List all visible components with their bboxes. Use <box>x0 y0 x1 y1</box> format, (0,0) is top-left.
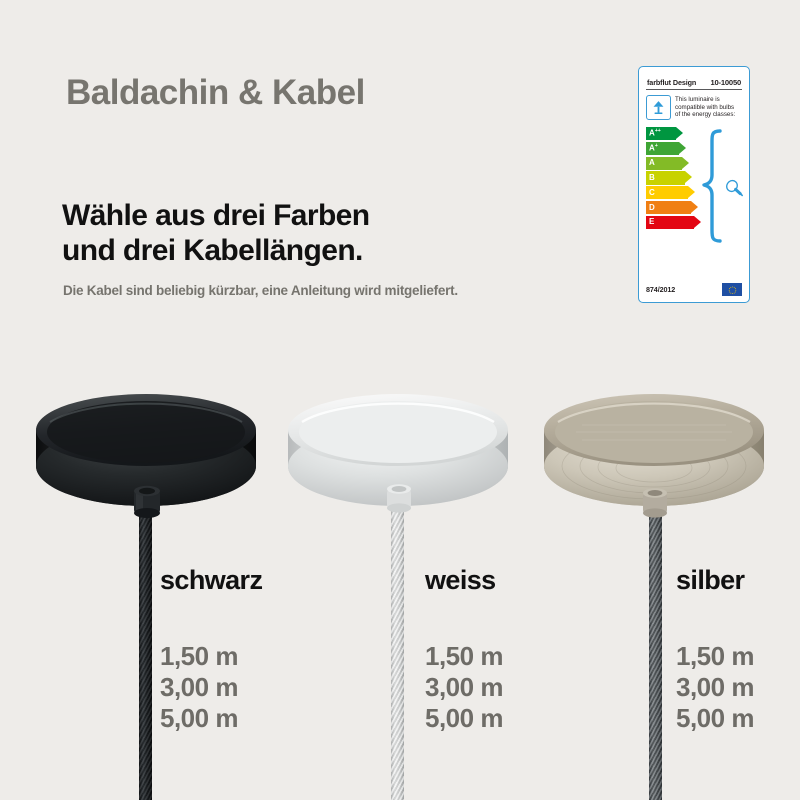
energy-class-arrow-icon <box>676 127 683 139</box>
energy-class-aplus: A+ <box>646 141 686 155</box>
cable-schwarz <box>139 470 152 800</box>
eu-flag-icon <box>722 283 742 296</box>
energy-class-label: A++ <box>649 128 661 138</box>
energy-label-footer: 874/2012 <box>646 283 742 296</box>
energy-classes-block: A++ A+ A B C D E <box>646 127 744 248</box>
curly-brace-icon <box>702 129 724 248</box>
compatibility-text: This luminaire is compatible with bulbs … <box>675 96 736 119</box>
energy-label-header: farbflut Design 10-10050 <box>646 74 742 90</box>
cable-lengths-silber: 1,50 m 3,00 m 5,00 m <box>676 641 754 733</box>
energy-class-d: D <box>646 200 698 215</box>
product-column-schwarz: schwarz 1,50 m 3,00 m 5,00 m <box>0 0 280 800</box>
page-title: Baldachin & Kabel <box>66 73 365 112</box>
table-lamp-icon <box>646 95 671 120</box>
cable-lengths-schwarz: 1,50 m 3,00 m 5,00 m <box>160 641 238 733</box>
ceiling-rose-silver <box>536 392 772 543</box>
energy-class-aplusplus: A++ <box>646 127 683 141</box>
energy-class-arrow-icon <box>685 171 692 184</box>
color-name-schwarz: schwarz <box>160 565 263 595</box>
energy-class-label: D <box>649 202 655 212</box>
energy-class-arrow-icon <box>691 200 698 213</box>
ceiling-rose-black <box>28 392 264 543</box>
energy-class-label: A <box>649 158 655 168</box>
light-bulb-icon <box>724 179 744 202</box>
energy-class-e: E <box>646 215 701 229</box>
ceiling-rose-white <box>280 392 516 543</box>
energy-class-label: E <box>649 217 655 227</box>
energy-class-a: A <box>646 156 689 170</box>
energy-class-arrow-icon <box>679 141 686 154</box>
energy-class-arrow-icon <box>694 215 701 228</box>
energy-class-c: C <box>646 186 695 200</box>
energy-class-label: A+ <box>649 143 658 153</box>
energy-class-arrow-icon <box>682 156 689 169</box>
energy-class-label: B <box>649 172 655 182</box>
cable-lengths-weiss: 1,50 m 3,00 m 5,00 m <box>425 641 503 733</box>
compatibility-block: This luminaire is compatible with bulbs … <box>646 95 742 120</box>
headline: Wähle aus drei Farben und drei Kabelläng… <box>62 199 370 267</box>
model-number: 10-10050 <box>710 78 742 87</box>
product-column-weiss: weiss 1,50 m 3,00 m 5,00 m <box>280 0 530 800</box>
color-name-silber: silber <box>676 565 745 595</box>
color-name-weiss: weiss <box>425 565 496 595</box>
brand-name: farbflut Design <box>647 78 697 87</box>
energy-class-list: A++ A+ A B C D E <box>646 127 701 230</box>
energy-class-b: B <box>646 171 692 185</box>
product-column-silber: silber 1,50 m 3,00 m 5,00 m <box>530 0 800 800</box>
cable-silber <box>649 470 662 800</box>
eu-energy-label: farbflut Design 10-10050 This luminaire … <box>638 66 750 303</box>
subline: Die Kabel sind beliebig kürzbar, eine An… <box>63 283 458 298</box>
regulation-number: 874/2012 <box>646 285 676 294</box>
energy-class-arrow-icon <box>688 186 695 199</box>
cable-weiss <box>391 470 404 800</box>
energy-class-label: C <box>649 187 655 197</box>
